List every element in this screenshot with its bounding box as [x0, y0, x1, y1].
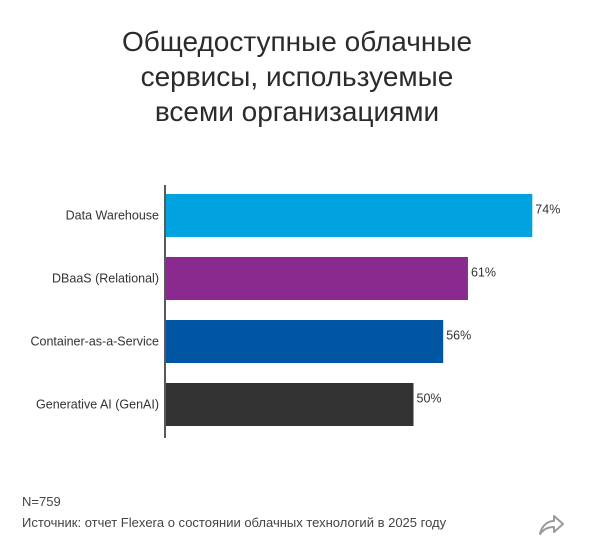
bar-3	[166, 320, 444, 363]
value-label-3: 56%	[446, 329, 471, 343]
chart-title-line-2: сервисы, используемые	[140, 61, 454, 92]
category-label-4: Generative AI (GenAI)	[36, 398, 159, 412]
category-label-3: Container-as-a-Service	[30, 335, 159, 349]
share-arrow-icon[interactable]	[536, 512, 566, 538]
value-label-2: 61%	[471, 266, 496, 280]
bar-chart: Data Warehouse 74% DBaaS (Relational) 61% Co…	[30, 185, 560, 438]
bar-4	[166, 383, 414, 426]
bar-2	[166, 257, 468, 300]
bar-1	[166, 194, 533, 237]
category-label-2: DBaaS (Relational)	[52, 272, 159, 286]
value-label-4: 50%	[417, 392, 442, 406]
chart-title-line-3: всеми организациями	[154, 96, 440, 127]
chart-title-line-1: Общедоступные облачные	[121, 26, 473, 57]
value-label-1: 74%	[535, 203, 560, 217]
source-note: Источник: отчет Flexera о состоянии обла…	[22, 515, 447, 530]
chart-title: Общедоступные облачные сервисы, использу…	[0, 24, 594, 129]
category-label-1: Data Warehouse	[66, 209, 159, 223]
sample-size-note: N=759	[22, 494, 61, 509]
share-arrow-icon-graphic	[539, 515, 564, 535]
